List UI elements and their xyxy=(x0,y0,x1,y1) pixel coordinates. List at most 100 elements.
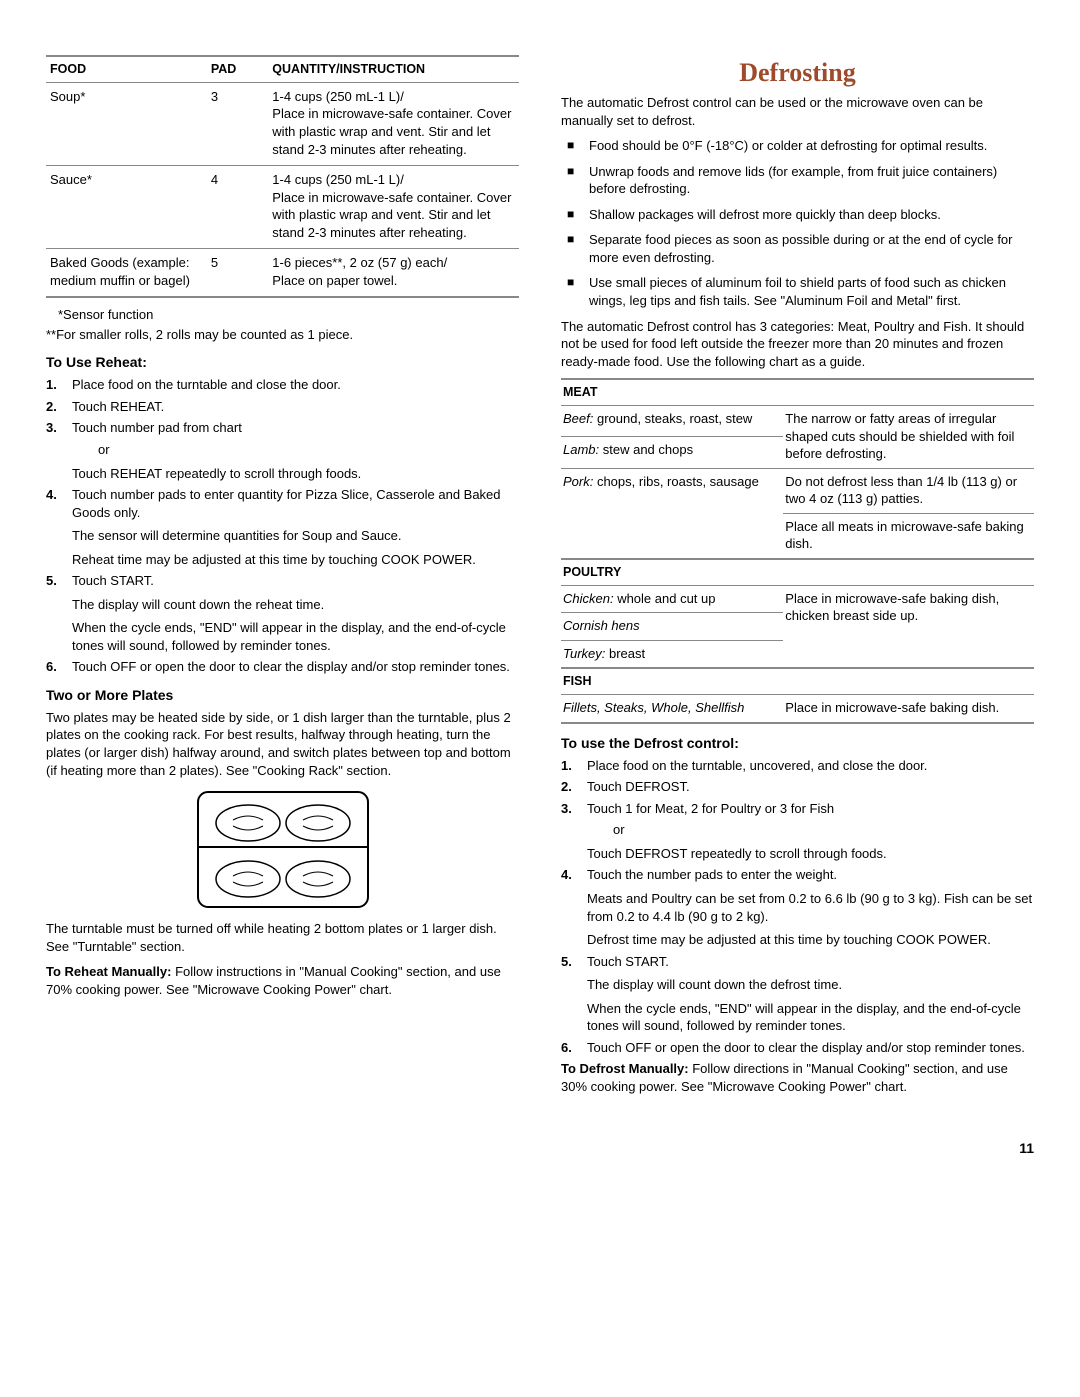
cooking-rack-illustration xyxy=(193,787,373,912)
cell-food: Soup* xyxy=(46,82,207,165)
right-column: Defrosting The automatic Defrost control… xyxy=(561,55,1034,1103)
poultry-turkey-txt: breast xyxy=(605,646,645,661)
step-item: Touch START. The display will count down… xyxy=(561,953,1034,1035)
th-qty: QUANTITY/INSTRUCTION xyxy=(268,56,519,82)
bullet-item: Shallow packages will defrost more quick… xyxy=(561,206,1034,224)
meat-note-2: Do not defrost less than 1/4 lb (113 g) … xyxy=(783,468,1034,513)
bullet-item: Food should be 0°F (-18°C) or colder at … xyxy=(561,137,1034,155)
step-item: Touch the number pads to enter the weigh… xyxy=(561,866,1034,948)
defrost-chart: MEAT Beef: ground, steaks, roast, stew T… xyxy=(561,378,1034,724)
fish-items: Fillets, Steaks, Whole, Shellfish xyxy=(561,695,783,723)
step-text: Touch DEFROST. xyxy=(587,779,690,794)
meat-beef: Beef: ground, steaks, roast, stew xyxy=(561,406,783,437)
th-food: FOOD xyxy=(46,56,207,82)
defrost-manually: To Defrost Manually: Follow directions i… xyxy=(561,1060,1034,1095)
bullet-item: Unwrap foods and remove lids (for exampl… xyxy=(561,163,1034,198)
step-or: or xyxy=(98,441,519,459)
cell-pad: 5 xyxy=(207,249,268,298)
step-p1: The display will count down the reheat t… xyxy=(72,596,519,614)
meat-lamb-txt: stew and chops xyxy=(599,442,693,457)
step-p1: Meats and Poultry can be set from 0.2 to… xyxy=(587,890,1034,925)
poultry-chicken-txt: whole and cut up xyxy=(614,591,716,606)
reheat-manually: To Reheat Manually: Follow instructions … xyxy=(46,963,519,998)
step-p2: When the cycle ends, "END" will appear i… xyxy=(587,1000,1034,1035)
meat-note-3: Place all meats in microwave-safe baking… xyxy=(783,513,1034,559)
meat-pork: Pork: chops, ribs, roasts, sausage xyxy=(561,468,783,559)
step-or: or xyxy=(613,821,1034,839)
step-p2: When the cycle ends, "END" will appear i… xyxy=(72,619,519,654)
step-text: Touch OFF or open the door to clear the … xyxy=(587,1040,1025,1055)
step-item: Place food on the turntable, uncovered, … xyxy=(561,757,1034,775)
step-p2: Defrost time may be adjusted at this tim… xyxy=(587,931,1034,949)
fish-note: Place in microwave-safe baking dish. xyxy=(783,695,1034,723)
cell-food: Baked Goods (example: medium muffin or b… xyxy=(46,249,207,298)
poultry-note: Place in microwave-safe baking dish, chi… xyxy=(783,585,1034,668)
heading-use-defrost: To use the Defrost control: xyxy=(561,734,1034,753)
page-columns: FOOD PAD QUANTITY/INSTRUCTION Soup* 3 1-… xyxy=(46,55,1034,1103)
poultry-turkey: Turkey: breast xyxy=(561,640,783,668)
meat-lamb: Lamb: stew and chops xyxy=(561,437,783,468)
footnote-rolls: **For smaller rolls, 2 rolls may be coun… xyxy=(46,326,519,344)
table-row: Sauce* 4 1-4 cups (250 mL-1 L)/ Place in… xyxy=(46,166,519,249)
cat-poultry: POULTRY xyxy=(561,559,1034,585)
step-text: Touch START. xyxy=(72,573,154,588)
cat-meat: MEAT xyxy=(561,379,1034,405)
cell-food: Sauce* xyxy=(46,166,207,249)
table-row: Baked Goods (example: medium muffin or b… xyxy=(46,249,519,298)
left-column: FOOD PAD QUANTITY/INSTRUCTION Soup* 3 1-… xyxy=(46,55,519,1103)
step-p2: Reheat time may be adjusted at this time… xyxy=(72,551,519,569)
cell-qty: 1-4 cups (250 mL-1 L)/ Place in microwav… xyxy=(268,166,519,249)
meat-pork-pre: Pork: xyxy=(563,474,593,489)
cell-pad: 3 xyxy=(207,82,268,165)
step-after: Touch REHEAT repeatedly to scroll throug… xyxy=(72,465,519,483)
step-text: Touch OFF or open the door to clear the … xyxy=(72,659,510,674)
defrost-manually-label: To Defrost Manually: xyxy=(561,1061,689,1076)
step-item: Touch 1 for Meat, 2 for Poultry or 3 for… xyxy=(561,800,1034,863)
poultry-chicken-pre: Chicken: xyxy=(563,591,614,606)
meat-beef-pre: Beef: xyxy=(563,411,593,426)
step-text: Touch the number pads to enter the weigh… xyxy=(587,867,837,882)
defrost-intro: The automatic Defrost control can be use… xyxy=(561,94,1034,129)
reheat-manually-label: To Reheat Manually: xyxy=(46,964,171,979)
table-row: Soup* 3 1-4 cups (250 mL-1 L)/ Place in … xyxy=(46,82,519,165)
step-after: Touch DEFROST repeatedly to scroll throu… xyxy=(587,845,1034,863)
food-table: FOOD PAD QUANTITY/INSTRUCTION Soup* 3 1-… xyxy=(46,55,519,298)
step-item: Touch DEFROST. xyxy=(561,778,1034,796)
step-p1: The sensor will determine quantities for… xyxy=(72,527,519,545)
page-number: 11 xyxy=(46,1139,1034,1158)
poultry-cornish: Cornish hens xyxy=(561,613,783,641)
two-plates-after: The turntable must be turned off while h… xyxy=(46,920,519,955)
step-item: Touch START. The display will count down… xyxy=(46,572,519,654)
step-text: Touch REHEAT. xyxy=(72,399,164,414)
poultry-chicken: Chicken: whole and cut up xyxy=(561,585,783,613)
step-item: Touch number pads to enter quantity for … xyxy=(46,486,519,568)
cell-qty: 1-4 cups (250 mL-1 L)/ Place in microwav… xyxy=(268,82,519,165)
th-pad: PAD xyxy=(207,56,268,82)
step-item: Touch OFF or open the door to clear the … xyxy=(561,1039,1034,1057)
defrosting-title: Defrosting xyxy=(561,55,1034,90)
defrost-steps: Place food on the turntable, uncovered, … xyxy=(561,757,1034,1057)
step-item: Place food on the turntable and close th… xyxy=(46,376,519,394)
meat-note-1: The narrow or fatty areas of irregular s… xyxy=(783,406,1034,469)
defrost-chart-intro: The automatic Defrost control has 3 cate… xyxy=(561,318,1034,371)
step-text: Touch number pad from chart xyxy=(72,420,242,435)
reheat-steps: Place food on the turntable and close th… xyxy=(46,376,519,676)
meat-lamb-pre: Lamb: xyxy=(563,442,599,457)
cell-pad: 4 xyxy=(207,166,268,249)
step-text: Touch 1 for Meat, 2 for Poultry or 3 for… xyxy=(587,801,834,816)
step-text: Place food on the turntable, uncovered, … xyxy=(587,758,927,773)
step-p1: The display will count down the defrost … xyxy=(587,976,1034,994)
poultry-turkey-pre: Turkey: xyxy=(563,646,605,661)
step-text: Place food on the turntable and close th… xyxy=(72,377,341,392)
step-item: Touch OFF or open the door to clear the … xyxy=(46,658,519,676)
defrost-bullets: Food should be 0°F (-18°C) or colder at … xyxy=(561,137,1034,309)
meat-pork-txt: chops, ribs, roasts, sausage xyxy=(593,474,758,489)
footnote-sensor: *Sensor function xyxy=(58,306,519,324)
meat-beef-txt: ground, steaks, roast, stew xyxy=(593,411,752,426)
bullet-item: Separate food pieces as soon as possible… xyxy=(561,231,1034,266)
two-plates-para: Two plates may be heated side by side, o… xyxy=(46,709,519,779)
step-item: Touch REHEAT. xyxy=(46,398,519,416)
step-item: Touch number pad from chart or Touch REH… xyxy=(46,419,519,482)
bullet-item: Use small pieces of aluminum foil to shi… xyxy=(561,274,1034,309)
cat-fish: FISH xyxy=(561,668,1034,694)
